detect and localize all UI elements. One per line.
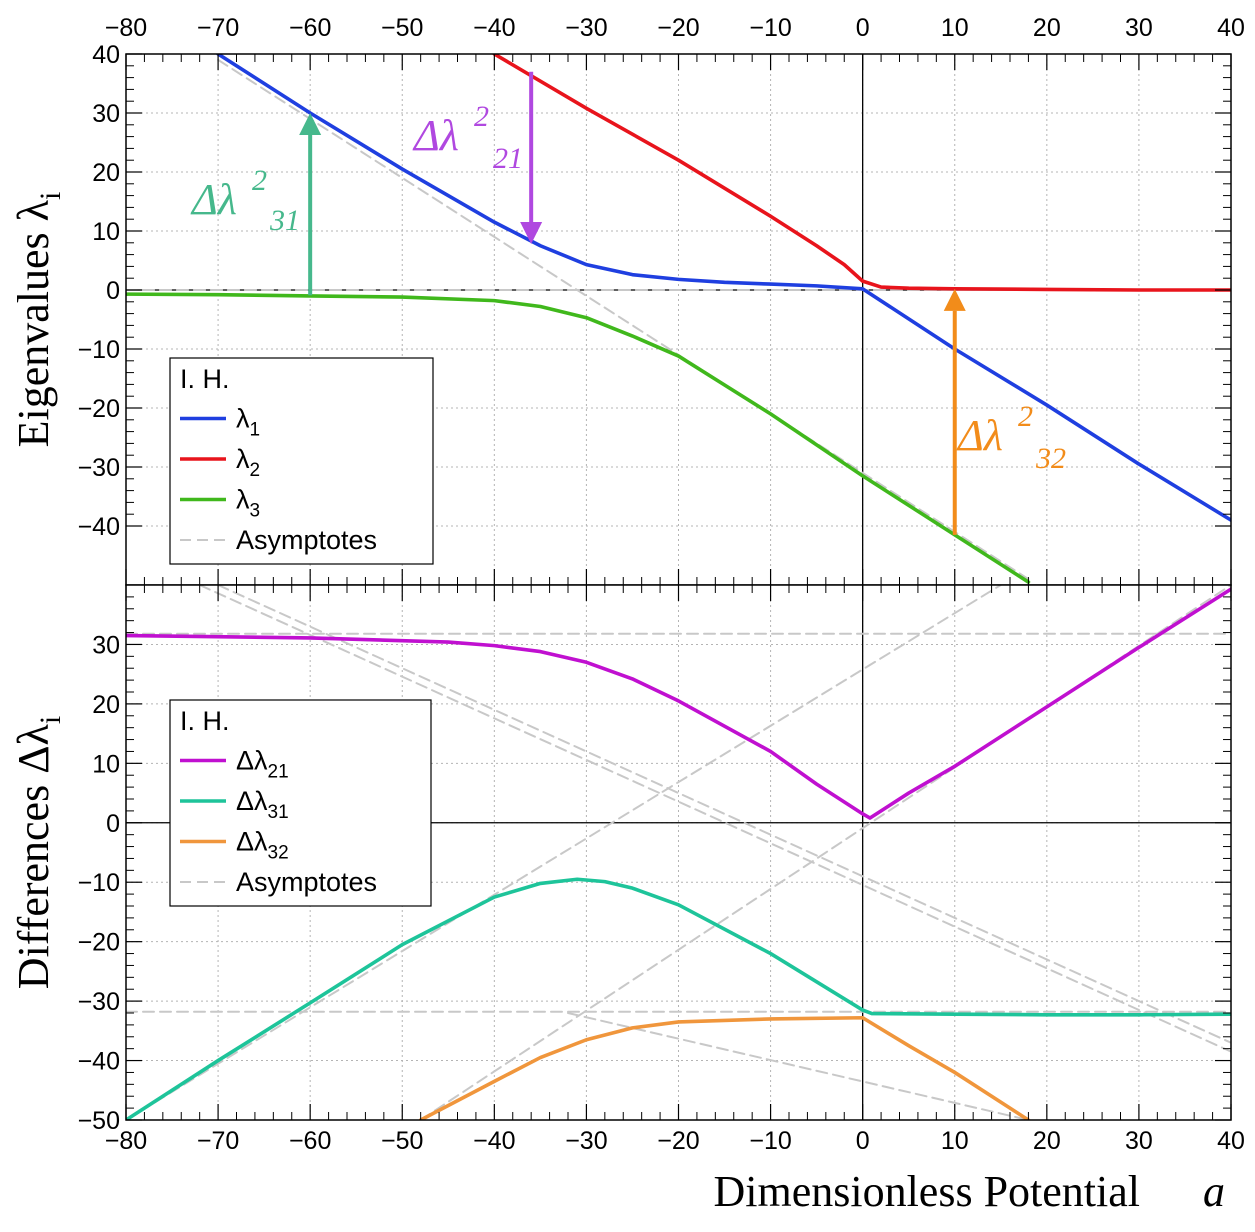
y-tick-label: 10 <box>92 750 120 778</box>
x-tick-label: −50 <box>381 1127 423 1155</box>
x-tick-label: 40 <box>1217 14 1245 42</box>
annotation-label-d32: Δλ <box>956 411 1003 460</box>
x-tick-label: 10 <box>941 14 969 42</box>
annotation-sup-d31: 2 <box>252 164 267 197</box>
annotation-sub-d32: 32 <box>1035 442 1066 475</box>
legend-label-d32: Δλ32 <box>236 827 289 864</box>
series-l1-line <box>216 54 1231 522</box>
x-tick-label: 0 <box>856 14 870 42</box>
series-l3-line <box>126 292 1031 584</box>
x-tick-label: −70 <box>197 14 239 42</box>
y-tick-label: −10 <box>78 869 120 897</box>
legend-title: I. H. <box>180 706 230 736</box>
legend-title: I. H. <box>180 364 230 394</box>
legend-label-l1: λ1 <box>236 404 260 441</box>
annotation-arrowhead-d32 <box>943 288 966 311</box>
series-asym-line <box>217 585 1231 1044</box>
x-tick-label: −80 <box>105 1127 147 1155</box>
series-l2-line <box>492 54 1231 292</box>
x-tick-label: −70 <box>197 1127 239 1155</box>
annotation-arrowhead-d31 <box>299 113 322 135</box>
series-d32-line <box>418 1015 1031 1120</box>
annotation-sup-d32: 2 <box>1018 400 1033 433</box>
y-tick-label: −40 <box>78 1048 120 1076</box>
annotation-sup-d21: 2 <box>474 100 489 133</box>
y-tick-label: 10 <box>92 218 120 246</box>
x-tick-label: 20 <box>1033 1127 1061 1155</box>
x-axis-variable: a <box>1203 1167 1225 1216</box>
x-tick-label: −20 <box>657 1127 699 1155</box>
x-tick-label: 0 <box>856 1127 870 1155</box>
x-tick-label: −30 <box>565 14 607 42</box>
y-tick-label: 20 <box>92 691 120 719</box>
legend-label-asym: Asymptotes <box>236 525 377 555</box>
x-tick-label: −40 <box>473 14 515 42</box>
x-tick-label: −30 <box>565 1127 607 1155</box>
y-tick-label: 30 <box>92 100 120 128</box>
series-asym-line <box>217 58 1030 581</box>
annotation-sub-d31: 31 <box>269 204 300 237</box>
x-tick-label: −10 <box>749 14 791 42</box>
x-tick-label: 30 <box>1125 14 1153 42</box>
series-d31-line <box>126 877 1231 1120</box>
y-tick-label: 40 <box>92 41 120 69</box>
y-tick-label: 20 <box>92 159 120 187</box>
y-tick-label: 30 <box>92 631 120 659</box>
x-tick-label: −20 <box>657 14 699 42</box>
legend-label-asym: Asymptotes <box>236 867 377 897</box>
legend-label-l2: λ2 <box>236 444 260 481</box>
y-tick-label: 0 <box>106 810 120 838</box>
x-tick-label: −60 <box>289 14 331 42</box>
y-tick-label: −40 <box>78 513 120 541</box>
x-axis-title: Dimensionless Potential <box>713 1167 1140 1216</box>
x-tick-label: −80 <box>105 14 147 42</box>
legend-label-d31: Δλ31 <box>236 786 289 823</box>
annotation-label-d21: Δλ <box>412 111 459 160</box>
y-tick-label: −10 <box>78 336 120 364</box>
bottom-y-axis-title: Differences Δλi <box>9 716 67 989</box>
annotation-arrowhead-d21 <box>520 221 543 244</box>
series-d21-line <box>126 587 1231 820</box>
series-asym-line <box>126 585 1002 1120</box>
x-tick-label: −60 <box>289 1127 331 1155</box>
x-tick-label: −50 <box>381 14 423 42</box>
series-asym-line <box>567 1012 1030 1120</box>
x-tick-label: −40 <box>473 1127 515 1155</box>
bottom-panel: −50 −40 −30 −20 −10 0 10 20 30 −80 −70 −60 −50 −40 −30… <box>9 584 1245 1216</box>
legend-box <box>169 357 434 565</box>
y-tick-label: −20 <box>78 395 120 423</box>
x-tick-label: −10 <box>749 1127 791 1155</box>
legend-label-d21: Δλ21 <box>236 746 289 783</box>
annotation-sub-d21: 21 <box>493 142 523 175</box>
x-tick-label: 30 <box>1125 1127 1153 1155</box>
top-y-axis-title: Eigenvalues λi <box>9 192 67 448</box>
x-tick-label: 10 <box>941 1127 969 1155</box>
y-tick-label: −30 <box>78 454 120 482</box>
annotation-label-d31: Δλ <box>190 175 237 224</box>
y-tick-label: 0 <box>106 277 120 305</box>
x-tick-label: 40 <box>1217 1127 1245 1155</box>
y-tick-label: −20 <box>78 929 120 957</box>
x-tick-label: 20 <box>1033 14 1061 42</box>
y-tick-label: −30 <box>78 988 120 1016</box>
y-tick-label: −50 <box>78 1107 120 1135</box>
legend-box <box>169 699 432 907</box>
series-asym-line <box>198 585 1231 1053</box>
legend-label-l3: λ3 <box>236 485 260 522</box>
